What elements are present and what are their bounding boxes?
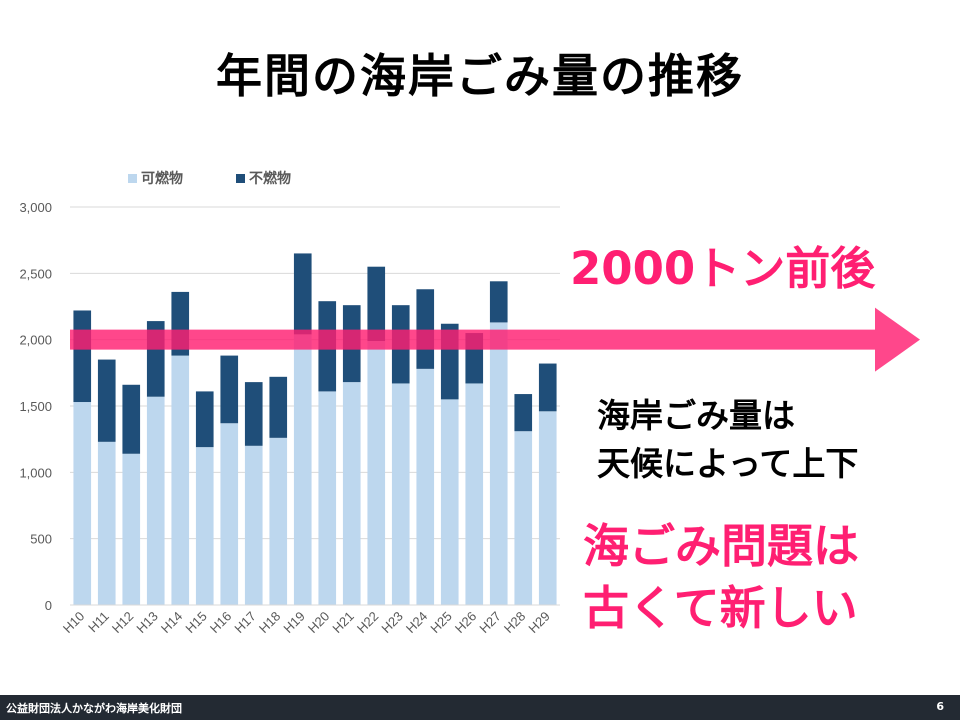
bar-combustible [97,441,116,605]
bar-noncombustible [514,394,533,432]
legend-swatch [236,174,245,183]
bar-noncombustible [73,310,92,403]
x-tick-label: H14 [158,609,185,636]
bar-combustible [122,453,141,605]
x-tick-label: H18 [256,609,283,636]
bar-noncombustible [489,281,508,323]
x-tick-label: H20 [305,609,332,636]
x-tick-label: H13 [133,609,160,636]
bar-combustible [342,382,361,605]
bar-combustible [73,402,92,605]
legend-label: 可燃物 [141,170,183,187]
footer-bar: 公益財団法人かながわ海岸美化財団 6 [0,695,960,720]
bar-layer [73,253,557,605]
bar-noncombustible [122,384,141,454]
weather-note: 海岸ごみ量は 天候によって上下 [597,392,858,488]
bar-combustible [391,383,410,605]
legend-swatch [128,174,137,183]
x-tick-label: H26 [452,609,479,636]
weather-note-line2: 天候によって上下 [597,444,859,483]
bar-combustible [195,447,214,605]
x-tick-label: H23 [378,609,405,636]
bar-combustible [146,396,165,605]
x-tick-label: H16 [207,609,234,636]
bar-noncombustible [195,391,214,448]
x-tick-label: H10 [60,609,87,636]
bar-combustible [465,383,484,605]
x-tick-label: H25 [427,609,454,636]
x-tick-label: H27 [476,609,503,636]
x-tick-label: H15 [182,609,209,636]
stacked-bar-chart: 05001,0001,5002,0002,5003,000H10H11H12H1… [19,170,920,636]
x-tick-label: H19 [280,609,307,636]
slide-title: 年間の海岸ごみ量の推移 [216,49,744,103]
bar-noncombustible [220,355,239,424]
legend-label: 不燃物 [249,170,291,187]
bar-combustible [318,391,337,605]
y-tick-label: 2,500 [19,266,52,281]
key-message: 海ごみ問題は 古くて新しい [583,515,859,639]
page-number: 6 [936,700,944,713]
bar-noncombustible [538,363,557,412]
x-tick-label: H28 [501,609,528,636]
x-tick-label: H17 [231,609,258,636]
bar-noncombustible [97,359,116,442]
x-tick-label: H24 [403,609,430,636]
trend-arrow [70,307,920,372]
y-tick-label: 1,000 [19,465,52,480]
grid-layer [70,206,560,606]
bar-combustible [269,437,288,605]
x-tick-label: H22 [354,609,381,636]
x-tick-label: H12 [109,609,136,636]
bar-combustible [514,431,533,605]
y-tick-label: 3,000 [19,200,52,215]
bar-noncombustible [416,289,435,369]
bar-combustible [220,423,239,605]
bar-combustible [171,355,190,605]
x-tick-label: H21 [329,609,356,636]
bar-combustible [440,399,459,605]
footer-organization: 公益財団法人かながわ海岸美化財団 [6,702,182,715]
y-tick-label: 0 [45,598,52,613]
x-tick-label: H29 [525,609,552,636]
callout-amount: 2000トン前後 [570,242,876,295]
arrow-layer [70,307,920,372]
bar-noncombustible [367,266,386,341]
y-tick-label: 500 [30,532,52,547]
weather-note-line1: 海岸ごみ量は [597,396,795,435]
key-message-line2: 古くて新しい [583,581,858,635]
bar-combustible [416,368,435,605]
y-tick-label: 1,500 [19,399,52,414]
legend-layer: 可燃物 不燃物 [128,170,291,187]
key-message-line1: 海ごみ問題は [583,519,859,573]
bar-combustible [244,445,263,605]
bar-noncombustible [244,382,263,446]
y-tick-label: 2,000 [19,333,52,348]
bar-combustible [293,334,312,605]
bar-combustible [489,322,508,605]
bar-combustible [367,340,386,605]
bar-combustible [538,411,557,605]
x-tick-label: H11 [85,609,112,636]
bar-noncombustible [293,253,312,335]
bar-noncombustible [269,376,288,438]
